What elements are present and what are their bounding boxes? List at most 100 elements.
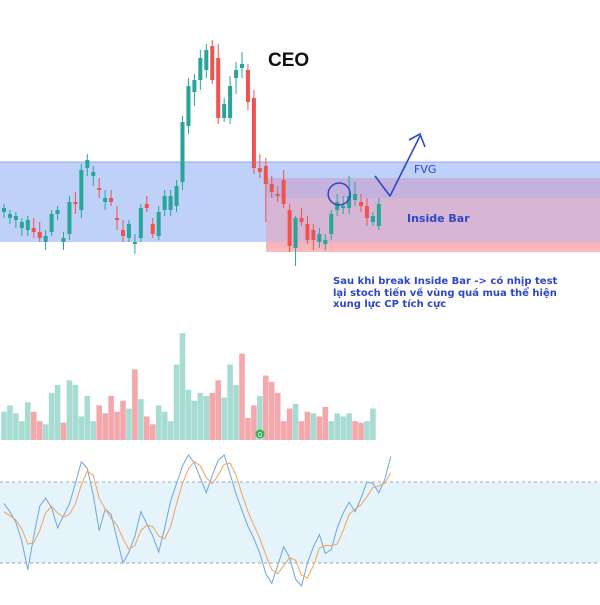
candle-body (257, 168, 262, 172)
stoch-d-line (3, 461, 392, 579)
candle (186, 78, 191, 134)
candle (281, 170, 286, 208)
candle (2, 204, 6, 218)
candle (240, 52, 244, 78)
candle-body (144, 204, 149, 208)
volume-bar (221, 397, 227, 440)
volume-bar (30, 411, 37, 440)
candle-body (311, 230, 316, 240)
volume-bar (167, 421, 174, 440)
candle (311, 224, 316, 250)
volume-bar (239, 353, 245, 440)
candle (305, 216, 310, 244)
candle-body (186, 86, 191, 126)
candle (156, 206, 161, 240)
volume-bar (286, 408, 293, 440)
volume-bar (36, 421, 43, 440)
volume-bar (1, 411, 7, 440)
volume-bar (48, 392, 55, 440)
candle-body (25, 220, 30, 230)
candle (109, 190, 114, 206)
volume-bar (84, 396, 91, 440)
candle-body (126, 224, 131, 238)
volume-bar (268, 381, 275, 440)
candle-body (287, 210, 292, 246)
candle-body (19, 222, 24, 228)
candle (121, 220, 125, 242)
volume-bar (132, 369, 138, 440)
volume-bar (25, 402, 31, 440)
candle (287, 204, 292, 252)
candle-body (210, 46, 215, 80)
candle-body (335, 202, 340, 210)
candle (293, 216, 298, 266)
candle-body (138, 208, 143, 238)
candle (245, 64, 250, 110)
candle-body (156, 212, 161, 236)
event-marker-label: 0 (258, 431, 262, 439)
candle-body (168, 196, 173, 210)
candle-body (263, 166, 268, 184)
candle-body (234, 70, 239, 78)
candle (91, 166, 96, 186)
candle-body (55, 210, 60, 214)
candle (19, 218, 24, 236)
candle (376, 198, 381, 230)
candle (144, 196, 149, 212)
candle (347, 176, 352, 214)
candle (216, 44, 221, 124)
volume-bar (364, 421, 370, 440)
candle (126, 220, 131, 242)
volume-bar (328, 421, 335, 440)
candle-body (61, 238, 66, 242)
candle-body (275, 194, 280, 196)
candle (192, 74, 197, 106)
candle-body (299, 218, 304, 222)
fvg-label: FVG (414, 163, 437, 176)
candle-body (174, 186, 179, 206)
candle (222, 98, 227, 122)
candle-body (103, 198, 108, 202)
volume-bar (245, 418, 251, 440)
candle-body (37, 232, 42, 238)
candle (7, 210, 12, 224)
candle (168, 190, 173, 216)
volume-bar (54, 385, 61, 440)
candle (43, 230, 48, 250)
candle-body (180, 122, 185, 182)
volume-bar (185, 389, 192, 440)
candle-body (353, 194, 358, 200)
candle (370, 212, 375, 226)
volume-bar (274, 392, 281, 440)
candle (317, 228, 322, 248)
candle (55, 206, 60, 220)
candle-body (150, 224, 155, 234)
candle (49, 210, 54, 236)
volume-bar (322, 407, 329, 440)
volume-bar (102, 413, 108, 440)
candle-body (109, 198, 114, 202)
volume-bar (298, 421, 305, 440)
candle (269, 176, 274, 198)
candle (61, 232, 66, 250)
volume-bar (263, 375, 269, 440)
volume-bar (197, 392, 204, 440)
candle-body (376, 204, 381, 226)
candle-body (31, 228, 36, 232)
candle-body (317, 234, 322, 242)
candle (204, 44, 209, 78)
candle-body (79, 170, 84, 210)
volume-bar (96, 405, 102, 440)
candle-body (132, 242, 137, 244)
candle (174, 180, 179, 212)
candle-body (97, 188, 102, 190)
projection-arrow (374, 135, 421, 197)
candle-body (251, 98, 256, 168)
volume-bar (126, 408, 132, 440)
volume-bar (66, 380, 73, 440)
analysis-note: Sau khi break Inside Bar -> có nhịp test… (333, 276, 595, 311)
candle (13, 212, 18, 228)
candle-body (228, 86, 233, 118)
candle-body (245, 70, 250, 102)
volume-bar (233, 385, 239, 440)
